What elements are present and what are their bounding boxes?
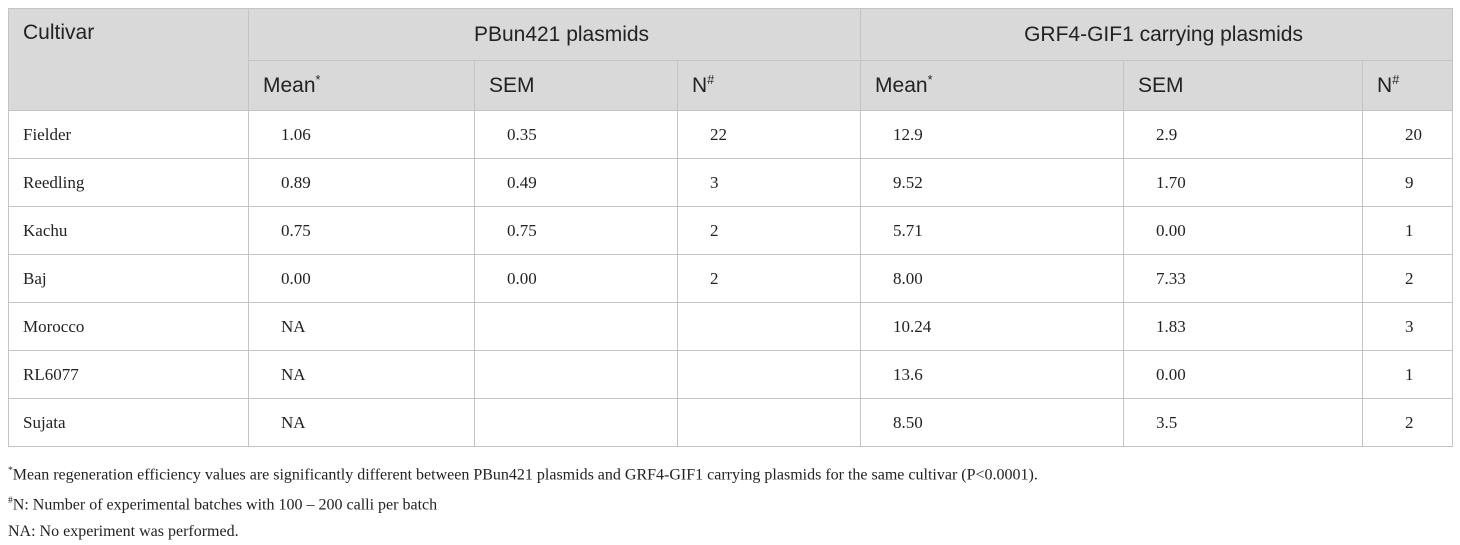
footnote-text: NA: No experiment was performed. — [8, 522, 239, 540]
subheader-cell: N# — [676, 60, 862, 111]
subheader-text: SEM — [1138, 73, 1184, 97]
subheader-cell: Mean* — [860, 60, 1125, 111]
subheader-cell: Mean* — [248, 60, 475, 111]
value-cell: 0.00 — [1123, 350, 1364, 399]
value-cell — [676, 398, 862, 447]
subheader-sup: # — [707, 73, 715, 87]
footnote: NA: No experiment was performed. — [8, 519, 1038, 545]
value-cell: 2 — [1362, 398, 1454, 447]
value-cell: 7.33 — [1123, 254, 1364, 303]
value-cell: 0.89 — [248, 158, 475, 207]
value-cell: 3 — [1362, 302, 1454, 351]
value-cell: 13.6 — [860, 350, 1125, 399]
footnote-mark: * — [8, 465, 13, 476]
subheader-text: Mean — [875, 74, 928, 97]
subheader-text: N — [1377, 74, 1393, 97]
value-cell: NA — [248, 302, 475, 351]
value-cell: 1 — [1362, 206, 1454, 255]
value-cell: 9.52 — [860, 158, 1125, 207]
value-cell: 1 — [1362, 350, 1454, 399]
value-cell — [474, 350, 678, 399]
value-cell: 0.49 — [474, 158, 678, 207]
cultivar-cell: Baj — [8, 254, 249, 303]
value-cell — [474, 398, 678, 447]
table-row: Fielder 1.06 0.35 22 12.9 2.9 20 — [8, 110, 1454, 159]
value-cell: 8.50 — [860, 398, 1125, 447]
value-cell: 0.00 — [474, 254, 678, 303]
table-wrap: Cultivar PBun421 plasmids GRF4-GIF1 carr… — [8, 8, 1454, 447]
value-cell: 22 — [676, 110, 862, 159]
subheader-sup: * — [927, 73, 933, 87]
value-cell: 3 — [676, 158, 862, 207]
value-cell: 1.06 — [248, 110, 475, 159]
data-table: Cultivar PBun421 plasmids GRF4-GIF1 carr… — [8, 8, 1454, 447]
group-header: GRF4-GIF1 carrying plasmids — [860, 8, 1454, 61]
value-cell: 0.00 — [248, 254, 475, 303]
group-header: PBun421 plasmids — [247, 8, 862, 61]
value-cell: NA — [248, 350, 475, 399]
footnote: *Mean regeneration efficiency values are… — [8, 458, 1038, 488]
value-cell: 2 — [676, 206, 862, 255]
value-cell: 0.00 — [1123, 206, 1364, 255]
value-cell: 1.83 — [1123, 302, 1364, 351]
subheader-sup: # — [1392, 73, 1400, 87]
subheader-cell: N# — [1362, 60, 1454, 111]
footnote-text: Mean regeneration efficiency values are … — [12, 466, 1038, 484]
value-cell: 0.35 — [474, 110, 678, 159]
value-cell — [676, 350, 862, 399]
value-cell: 0.75 — [248, 206, 475, 255]
value-cell — [474, 302, 678, 351]
cultivar-cell: Sujata — [8, 398, 249, 447]
subheader-cell: SEM — [474, 60, 678, 111]
subheader-cell: SEM — [1123, 60, 1364, 111]
value-cell: 9 — [1362, 158, 1454, 207]
table-row: RL6077 NA 13.6 0.00 1 — [8, 350, 1454, 399]
cultivar-cell: Reedling — [8, 158, 249, 207]
value-cell: 1.70 — [1123, 158, 1364, 207]
footnote-text: N: Number of experimental batches with 1… — [12, 496, 438, 514]
value-cell: 2 — [1362, 254, 1454, 303]
footnote-mark: # — [8, 495, 13, 507]
table-row: Reedling 0.89 0.49 3 9.52 1.70 9 — [8, 158, 1454, 207]
table-row: Morocco NA 10.24 1.83 3 — [8, 302, 1454, 351]
table-row: Kachu 0.75 0.75 2 5.71 0.00 1 — [8, 206, 1454, 255]
value-cell: 3.5 — [1123, 398, 1364, 447]
value-cell: 8.00 — [860, 254, 1125, 303]
subheader-sup: * — [315, 73, 321, 87]
cultivar-cell: RL6077 — [8, 350, 249, 399]
subheader-text: N — [692, 74, 708, 97]
footnote: #N: Number of experimental batches with … — [8, 488, 1038, 518]
value-cell: 5.71 — [860, 206, 1125, 255]
subheader-text: SEM — [489, 73, 535, 97]
value-cell: 0.75 — [474, 206, 678, 255]
footnotes: *Mean regeneration efficiency values are… — [8, 458, 1038, 545]
cultivar-cell: Morocco — [8, 302, 249, 351]
table-row: Baj 0.00 0.00 2 8.00 7.33 2 — [8, 254, 1454, 303]
header-cell: Cultivar — [8, 8, 249, 111]
value-cell: 2 — [676, 254, 862, 303]
table-row: Sujata NA 8.50 3.5 2 — [8, 398, 1454, 447]
value-cell: 10.24 — [860, 302, 1125, 351]
subheader-text: Mean — [263, 74, 316, 97]
value-cell: 20 — [1362, 110, 1454, 159]
cultivar-cell: Kachu — [8, 206, 249, 255]
value-cell — [676, 302, 862, 351]
cultivar-cell: Fielder — [8, 110, 249, 159]
value-cell: NA — [248, 398, 475, 447]
value-cell: 12.9 — [860, 110, 1125, 159]
value-cell: 2.9 — [1123, 110, 1364, 159]
